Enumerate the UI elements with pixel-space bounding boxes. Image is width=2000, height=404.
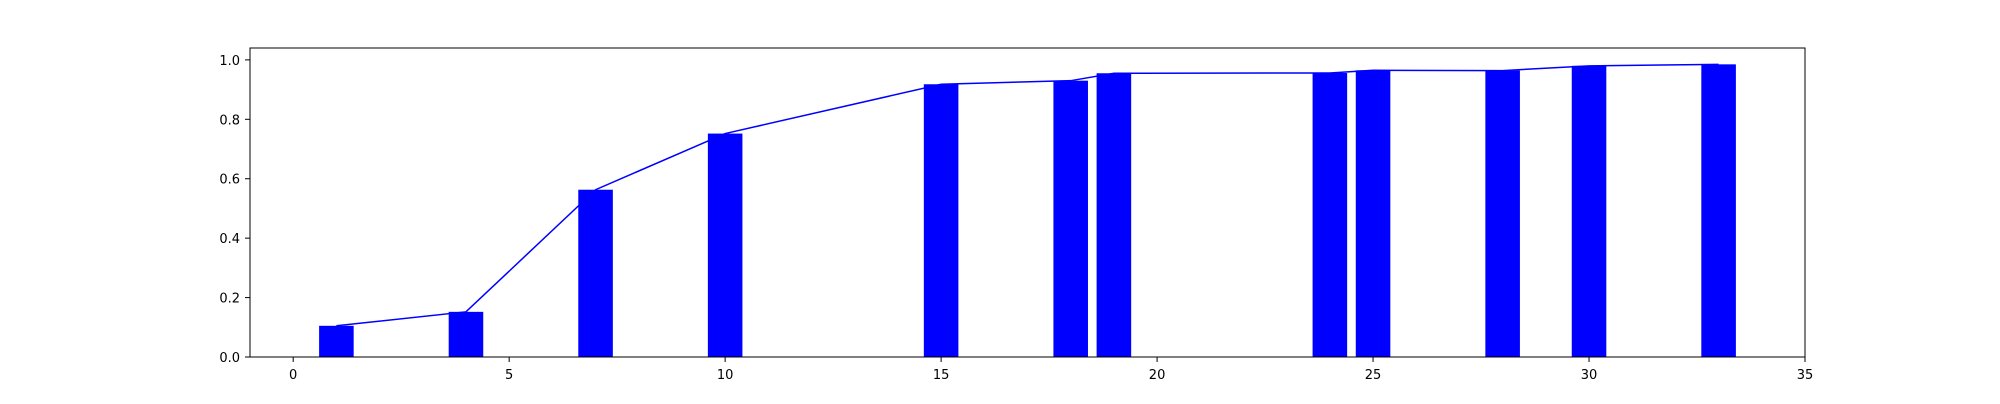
x-tick-label: 0 bbox=[289, 368, 297, 383]
bar bbox=[1096, 73, 1132, 357]
bar bbox=[319, 325, 354, 357]
bar bbox=[448, 311, 484, 357]
line-group bbox=[336, 63, 1719, 327]
bars-group bbox=[319, 64, 1736, 358]
axes-group bbox=[249, 47, 1806, 358]
bar bbox=[1053, 80, 1088, 358]
bar bbox=[1485, 70, 1520, 357]
y-tick-label: 0.4 bbox=[219, 232, 240, 247]
bar bbox=[707, 133, 743, 357]
x-axis-ticks: 0 5 10 15 20 25 30 35 bbox=[289, 357, 1813, 383]
bar bbox=[578, 189, 613, 357]
x-tick-label: 10 bbox=[717, 368, 734, 383]
y-tick-label: 0.8 bbox=[219, 113, 240, 128]
bar bbox=[1701, 64, 1736, 357]
bar bbox=[1312, 72, 1348, 358]
bar bbox=[1571, 65, 1607, 357]
bar bbox=[923, 84, 959, 357]
x-tick-label: 20 bbox=[1149, 368, 1166, 383]
y-axis-ticks: 0.0 0.2 0.4 0.6 0.8 1.0 bbox=[219, 54, 250, 366]
x-tick-label: 25 bbox=[1365, 368, 1382, 383]
series-line bbox=[336, 63, 1719, 327]
y-tick-label: 1.0 bbox=[219, 54, 240, 69]
bar bbox=[1355, 70, 1391, 357]
x-tick-label: 5 bbox=[505, 368, 513, 383]
y-tick-label: 0.6 bbox=[219, 173, 240, 188]
y-tick-label: 0.0 bbox=[219, 351, 240, 366]
x-tick-label: 35 bbox=[1797, 368, 1814, 383]
x-tick-label: 30 bbox=[1581, 368, 1598, 383]
axes-frame bbox=[249, 47, 1806, 358]
y-tick-label: 0.2 bbox=[219, 292, 240, 307]
x-tick-label: 15 bbox=[933, 368, 950, 383]
